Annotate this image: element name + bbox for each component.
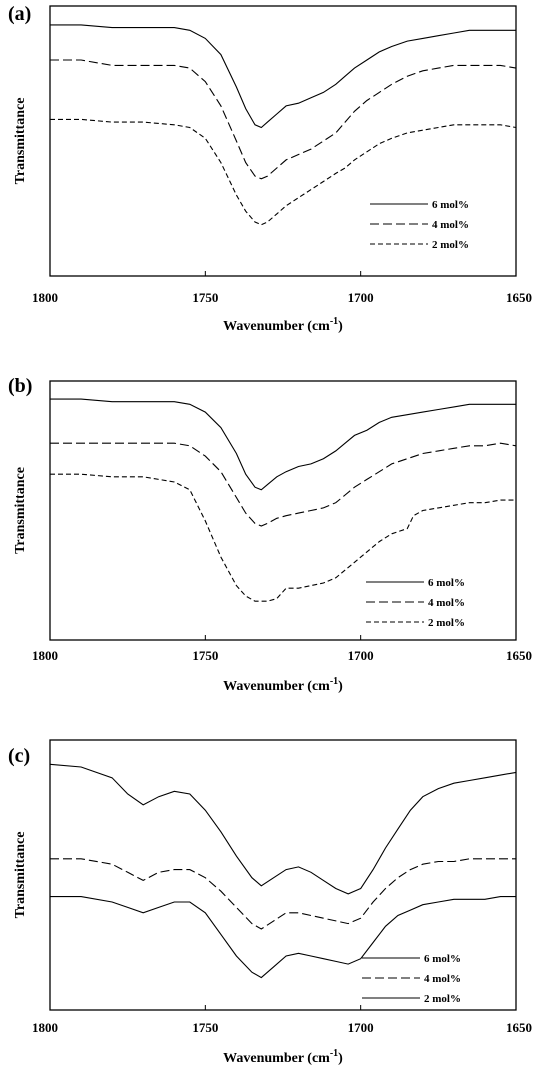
series-line-4mol — [50, 59, 517, 180]
panel-label: (a) — [8, 3, 31, 25]
legend-label: 6 mol% — [432, 199, 469, 211]
x-tick-label: 1700 — [348, 290, 374, 305]
panel-c: (c) Transmittance 1800 1750 1700 1650 Wavenumb… — [0, 718, 534, 1077]
series-line-6mol — [49, 763, 517, 895]
legend-label: 2 mol% — [432, 239, 469, 251]
series-line-2mol — [50, 473, 516, 602]
legend-label: 4 mol% — [428, 597, 465, 609]
x-axis-label: Wavenumber (cm-1) — [223, 676, 343, 694]
legend-label: 6 mol% — [424, 953, 461, 965]
x-axis-label: Wavenumber (cm-1) — [223, 316, 343, 334]
x-tick-label: 1650 — [506, 290, 532, 305]
x-tick-label: 1750 — [192, 1020, 218, 1035]
series-line-4mol — [50, 442, 517, 527]
legend-label: 2 mol% — [424, 993, 461, 1005]
y-axis-label: Transmittance — [13, 832, 28, 919]
panel-a: (a) Transmittance 1800 1750 1700 1650 Wavenumb… — [0, 0, 534, 359]
panel-label: (b) — [8, 375, 32, 397]
plot-frame — [49, 739, 517, 1011]
series-line-6mol — [50, 398, 516, 491]
chart-c: (c) Transmittance 1800 1750 1700 1650 Wavenumb… — [8, 739, 532, 1066]
y-axis-label: Transmittance — [13, 467, 28, 554]
series-line-2mol — [50, 118, 517, 226]
chart-a: (a) Transmittance 1800 1750 1700 1650 Wavenumb… — [8, 3, 532, 334]
chart-b: (b) Transmittance 1800 1750 1700 1650 Wavenumb… — [8, 375, 532, 694]
panel-label: (c) — [8, 745, 30, 767]
x-tick-label: 1650 — [506, 1020, 532, 1035]
legend-label: 2 mol% — [428, 617, 465, 629]
x-tick-label: 1800 — [32, 290, 58, 305]
x-tick-label: 1750 — [192, 290, 218, 305]
x-tick-label: 1800 — [32, 1020, 58, 1035]
x-tick-label: 1800 — [32, 648, 58, 663]
series-line-4mol — [50, 858, 516, 930]
panel-b: (b) Transmittance 1800 1750 1700 1650 Wavenumb… — [0, 359, 534, 718]
plot-frame — [49, 380, 517, 641]
series-line-6mol — [50, 24, 516, 129]
x-tick-label: 1750 — [192, 648, 218, 663]
legend-label: 4 mol% — [424, 973, 461, 985]
y-axis-label: Transmittance — [13, 98, 28, 185]
x-tick-label: 1650 — [506, 648, 532, 663]
legend-label: 4 mol% — [432, 219, 469, 231]
legend-label: 6 mol% — [428, 577, 465, 589]
x-axis-label: Wavenumber (cm-1) — [223, 1048, 343, 1066]
x-tick-label: 1700 — [348, 1020, 374, 1035]
series-line-2mol — [50, 896, 516, 979]
plot-frame — [49, 5, 517, 277]
x-tick-label: 1700 — [348, 648, 374, 663]
